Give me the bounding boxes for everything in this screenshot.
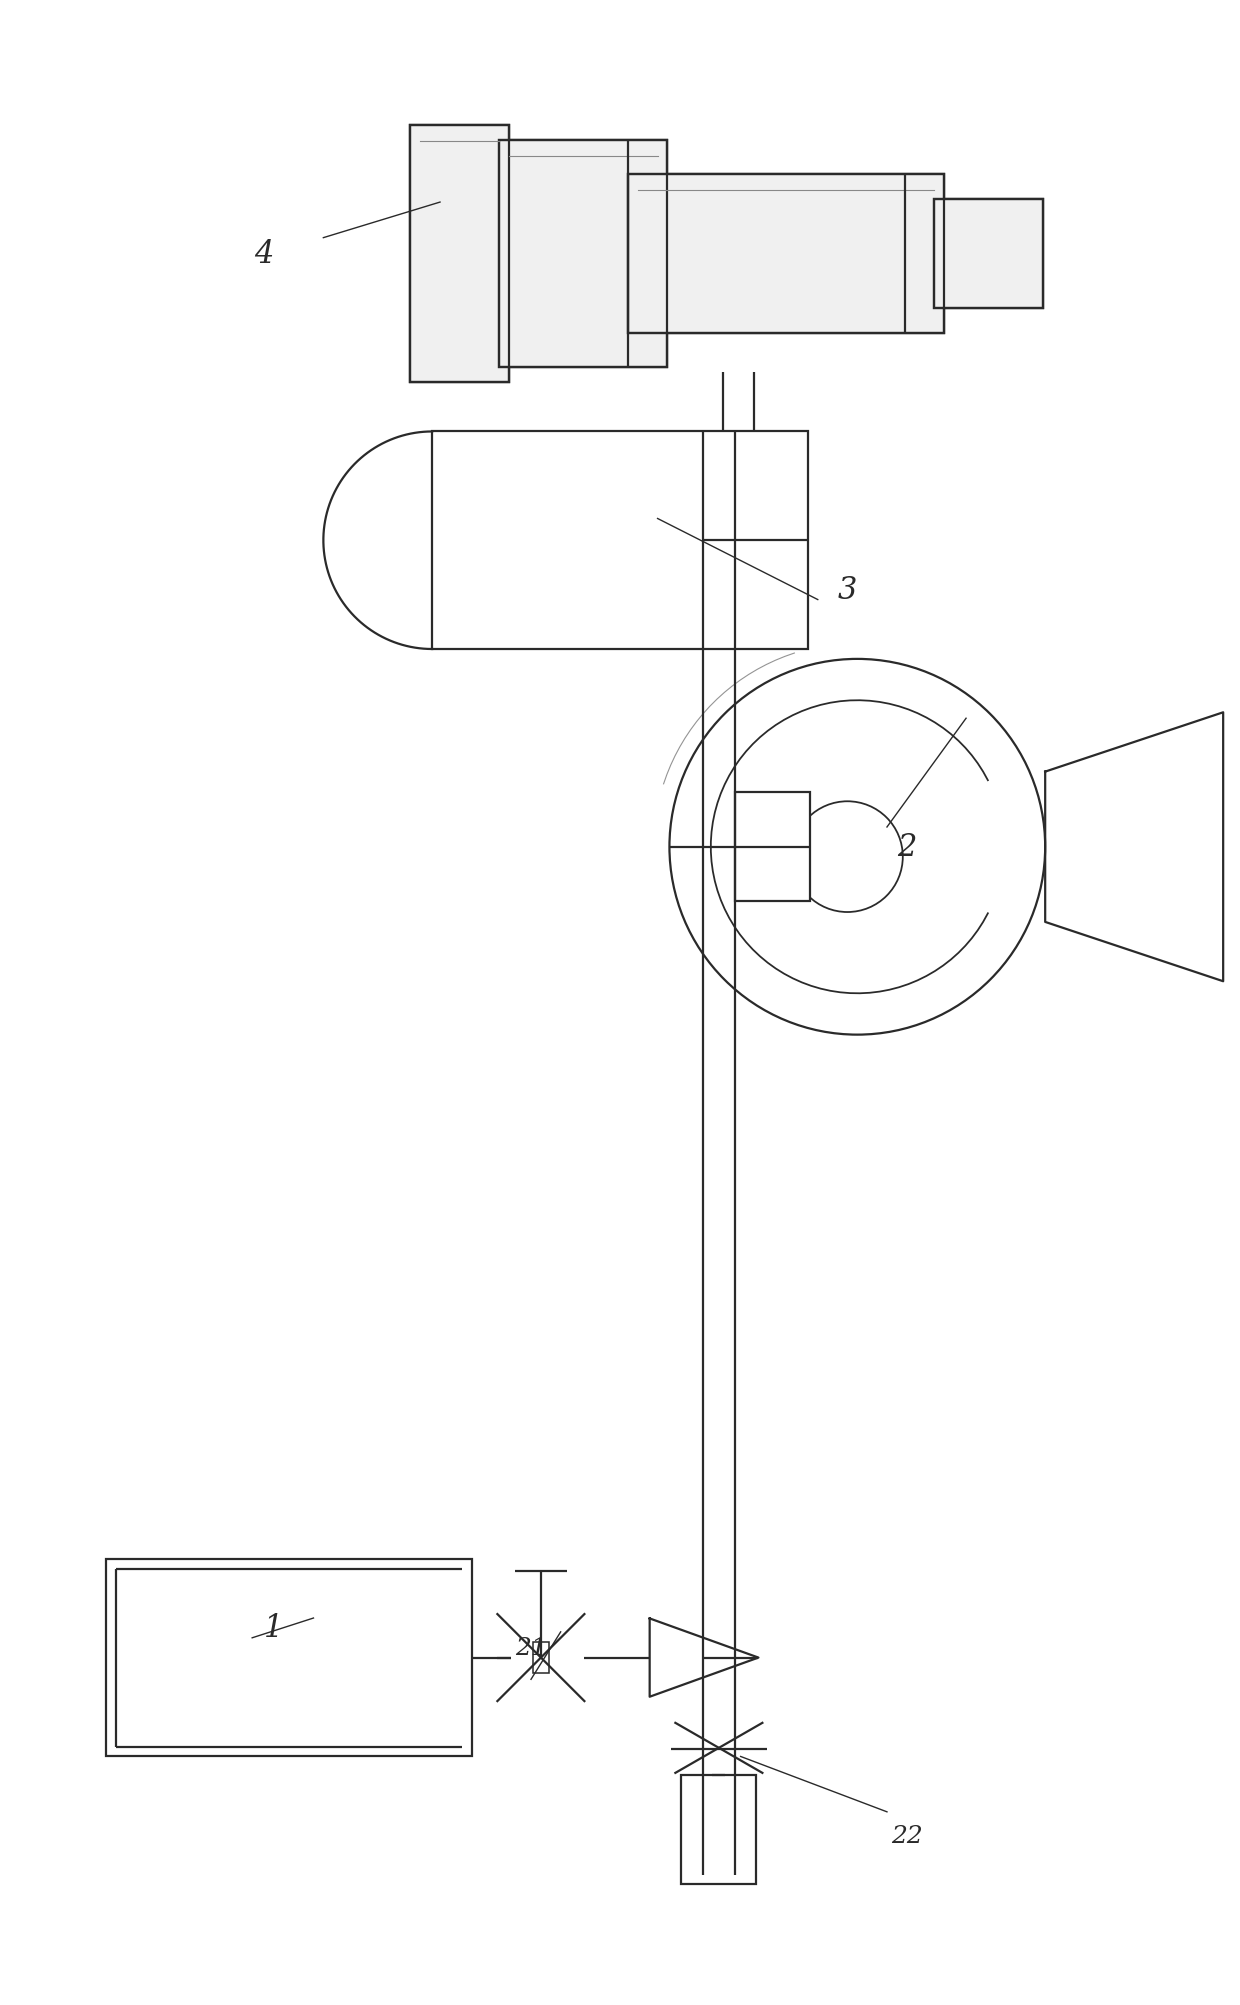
Text: 1: 1 — [264, 1612, 284, 1644]
Bar — [500, 140, 667, 369]
Bar — [935, 200, 1043, 309]
Bar — [627, 174, 945, 333]
Text: 2: 2 — [897, 832, 916, 862]
Bar — [410, 126, 510, 383]
Text: 21: 21 — [515, 1636, 547, 1660]
Bar — [432, 433, 808, 650]
Bar — [681, 1774, 756, 1885]
Bar — [500, 140, 667, 369]
Bar — [533, 1642, 549, 1674]
Text: 4: 4 — [254, 239, 274, 271]
Bar — [410, 126, 510, 383]
Bar — [935, 200, 1043, 309]
Bar — [500, 140, 667, 369]
Bar — [627, 174, 945, 333]
Text: 3: 3 — [838, 575, 857, 606]
Text: 22: 22 — [890, 1825, 923, 1847]
Bar — [105, 1560, 471, 1756]
Bar — [935, 200, 1043, 309]
Bar — [410, 126, 510, 383]
Bar — [735, 794, 810, 902]
Bar — [627, 174, 945, 333]
